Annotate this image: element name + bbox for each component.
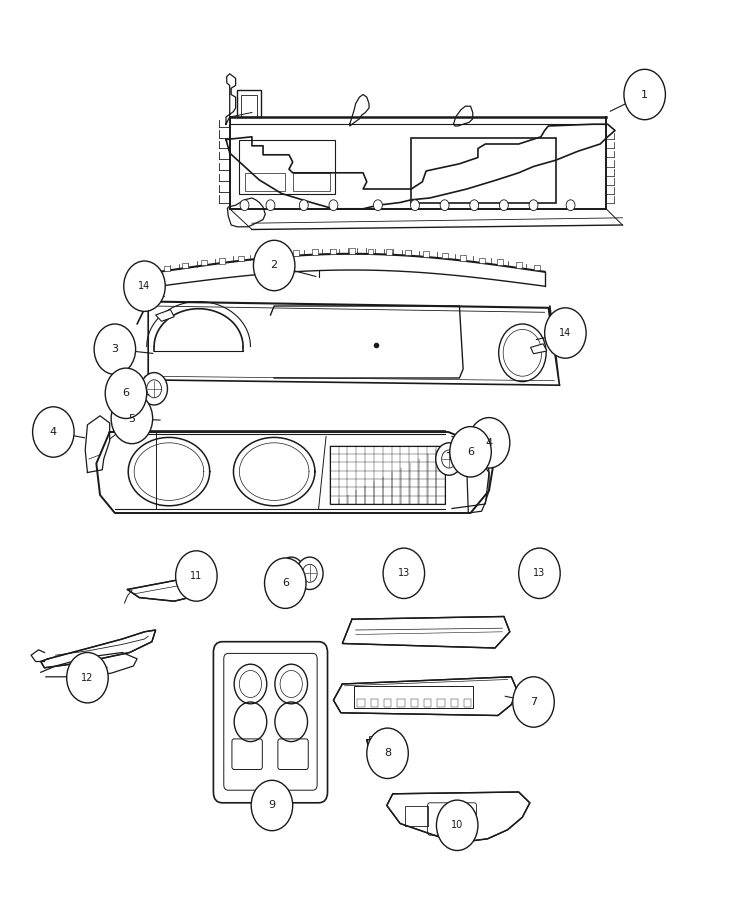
Circle shape <box>141 373 167 405</box>
Text: 11: 11 <box>190 571 202 581</box>
Circle shape <box>519 548 560 599</box>
Polygon shape <box>367 736 400 751</box>
FancyBboxPatch shape <box>516 262 522 267</box>
Circle shape <box>251 780 293 831</box>
Circle shape <box>33 407 74 457</box>
Text: 3: 3 <box>111 344 119 355</box>
Polygon shape <box>127 578 200 601</box>
Circle shape <box>329 200 338 211</box>
FancyBboxPatch shape <box>423 251 429 256</box>
Polygon shape <box>342 616 510 648</box>
Circle shape <box>566 200 575 211</box>
Text: 1: 1 <box>641 89 648 100</box>
Circle shape <box>436 800 478 850</box>
Circle shape <box>94 324 136 374</box>
Circle shape <box>383 548 425 599</box>
Polygon shape <box>387 792 530 842</box>
Circle shape <box>545 308 586 358</box>
Text: 9: 9 <box>268 800 276 811</box>
Circle shape <box>470 200 479 211</box>
Circle shape <box>513 677 554 727</box>
Text: 13: 13 <box>534 568 545 579</box>
Text: 2: 2 <box>270 260 278 271</box>
FancyBboxPatch shape <box>312 249 318 255</box>
Circle shape <box>176 551 217 601</box>
Polygon shape <box>156 310 174 321</box>
FancyBboxPatch shape <box>238 256 244 261</box>
Text: 8: 8 <box>384 748 391 759</box>
FancyBboxPatch shape <box>442 253 448 258</box>
Text: 5: 5 <box>128 413 136 424</box>
Circle shape <box>278 557 305 590</box>
Circle shape <box>436 443 462 475</box>
Circle shape <box>265 558 306 608</box>
FancyBboxPatch shape <box>405 250 411 256</box>
Text: 7: 7 <box>530 697 537 707</box>
Text: 14: 14 <box>559 328 571 338</box>
Text: 10: 10 <box>451 820 463 831</box>
Circle shape <box>111 393 153 444</box>
Circle shape <box>440 200 449 211</box>
FancyBboxPatch shape <box>386 249 392 255</box>
Circle shape <box>124 261 165 311</box>
Circle shape <box>299 200 308 211</box>
FancyBboxPatch shape <box>256 254 262 259</box>
FancyBboxPatch shape <box>497 259 503 265</box>
Circle shape <box>411 200 419 211</box>
Polygon shape <box>333 677 517 716</box>
FancyBboxPatch shape <box>164 266 170 271</box>
FancyBboxPatch shape <box>330 248 336 254</box>
Circle shape <box>253 240 295 291</box>
Circle shape <box>450 427 491 477</box>
FancyBboxPatch shape <box>182 263 188 268</box>
Circle shape <box>240 200 249 211</box>
Circle shape <box>367 728 408 778</box>
FancyBboxPatch shape <box>479 257 485 263</box>
FancyBboxPatch shape <box>293 250 299 256</box>
Circle shape <box>624 69 665 120</box>
FancyBboxPatch shape <box>201 260 207 265</box>
Text: 6: 6 <box>467 446 474 457</box>
FancyBboxPatch shape <box>213 642 328 803</box>
Text: 14: 14 <box>139 281 150 292</box>
Text: 6: 6 <box>282 578 289 589</box>
FancyBboxPatch shape <box>219 258 225 264</box>
Circle shape <box>105 368 147 418</box>
Circle shape <box>529 200 538 211</box>
FancyBboxPatch shape <box>349 248 355 254</box>
Text: 13: 13 <box>398 568 410 579</box>
Circle shape <box>266 200 275 211</box>
Circle shape <box>468 418 510 468</box>
Circle shape <box>373 200 382 211</box>
Text: 4: 4 <box>50 427 57 437</box>
Circle shape <box>296 557 323 590</box>
Circle shape <box>499 200 508 211</box>
FancyBboxPatch shape <box>534 265 540 270</box>
FancyBboxPatch shape <box>368 248 373 254</box>
FancyBboxPatch shape <box>275 252 281 257</box>
Text: 12: 12 <box>82 672 93 683</box>
FancyBboxPatch shape <box>460 255 466 260</box>
Polygon shape <box>41 630 156 668</box>
Text: 6: 6 <box>122 388 130 399</box>
Polygon shape <box>531 344 547 354</box>
Text: 4: 4 <box>485 437 493 448</box>
Circle shape <box>67 652 108 703</box>
